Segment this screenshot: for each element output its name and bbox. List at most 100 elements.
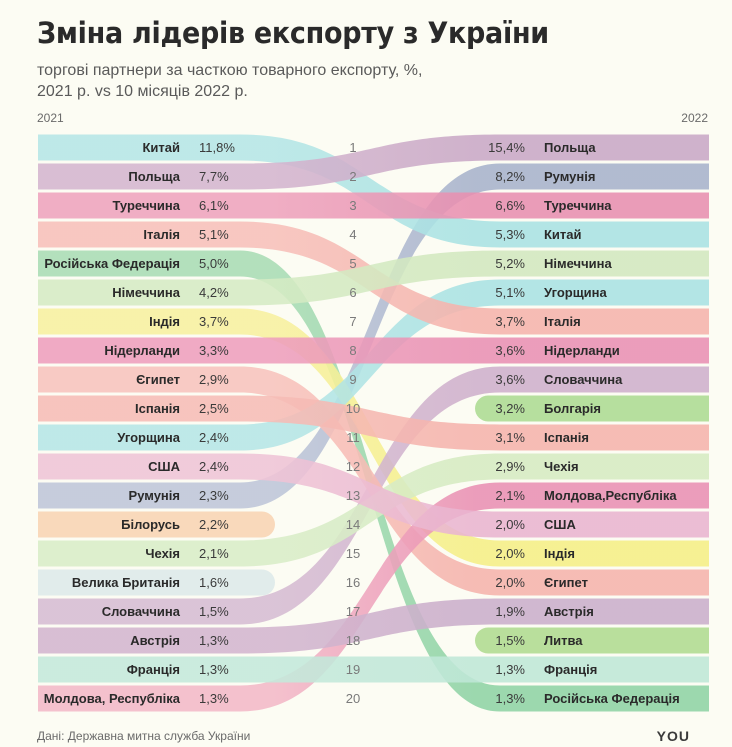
right-value-17: 1,9%	[495, 604, 525, 619]
right-value-5: 5,2%	[495, 256, 525, 271]
subtitle-line-1: торгові партнери за часткою товарного ек…	[37, 62, 423, 79]
right-country-17: Австрія	[544, 604, 594, 619]
left-value-15: 2,1%	[199, 546, 229, 561]
right-country-14: США	[544, 517, 576, 532]
rank-number-14: 14	[346, 517, 360, 532]
flow-ribbon-11-to-6	[38, 279, 709, 451]
right-country-4: Китай	[544, 227, 582, 242]
right-value-15: 2,0%	[495, 546, 525, 561]
left-country-18: Австрія	[130, 633, 180, 648]
left-country-19: Франція	[127, 662, 180, 677]
left-value-20: 1,3%	[199, 691, 229, 706]
flow-ribbon-7-to-15	[38, 308, 709, 567]
rank-number-20: 20	[346, 691, 360, 706]
right-value-3: 6,6%	[495, 198, 525, 213]
left-value-11: 2,4%	[199, 430, 229, 445]
left-country-6: Німеччина	[112, 285, 180, 300]
flow-ribbon-13-to-2	[38, 163, 709, 509]
left-country-9: Єгипет	[136, 372, 180, 387]
rank-number-5: 5	[349, 256, 356, 271]
rank-number-9: 9	[349, 372, 356, 387]
right-value-10: 3,2%	[495, 401, 525, 416]
left-value-1: 11,8%	[199, 140, 235, 155]
right-country-13: Молдова,Республіка	[544, 488, 677, 503]
left-country-5: Російська Федерація	[44, 256, 180, 271]
right-value-13: 2,1%	[495, 488, 525, 503]
right-country-5: Німеччина	[544, 256, 612, 271]
left-value-4: 5,1%	[199, 227, 229, 242]
left-value-3: 6,1%	[199, 198, 229, 213]
left-value-16: 1,6%	[199, 575, 229, 590]
rank-number-4: 4	[349, 227, 356, 242]
rank-number-11: 11	[346, 430, 360, 445]
right-value-19: 1,3%	[495, 662, 525, 677]
right-country-10: Болгарія	[544, 401, 601, 416]
flow-ribbon-2-to-1	[38, 134, 709, 190]
rank-number-10: 10	[346, 401, 360, 416]
right-value-7: 3,7%	[495, 314, 525, 329]
rank-number-17: 17	[346, 604, 360, 619]
right-country-3: Туреччина	[544, 198, 612, 213]
right-value-16: 2,0%	[495, 575, 525, 590]
right-value-18: 1,5%	[495, 633, 525, 648]
rank-number-18: 18	[346, 633, 360, 648]
brand-logo: YOU	[656, 728, 690, 744]
chart-labels: Китай 11,8% Польща 7,7% Туреччина 6,1% Італія 5…	[44, 140, 680, 706]
right-value-14: 2,0%	[495, 517, 525, 532]
left-value-7: 3,7%	[199, 314, 229, 329]
chart-subtitle: торгові партнери за часткою товарного ек…	[37, 60, 637, 102]
rank-number-15: 15	[346, 546, 360, 561]
rank-number-1: 1	[349, 140, 356, 155]
right-stub-18	[475, 627, 709, 654]
right-value-1: 15,4%	[488, 140, 525, 155]
flow-ribbon-8-to-8	[38, 337, 709, 364]
left-country-20: Молдова, Республіка	[44, 691, 181, 706]
flow-ribbon-18-to-17	[38, 598, 709, 654]
right-value-2: 8,2%	[495, 169, 525, 184]
source-note: Дані: Державна митна служба України	[37, 729, 251, 743]
left-country-12: США	[148, 459, 180, 474]
right-value-11: 3,1%	[495, 430, 525, 445]
flow-ribbon-6-to-5	[38, 250, 709, 306]
left-value-2: 7,7%	[199, 169, 229, 184]
flow-ribbon-19-to-19	[38, 656, 709, 683]
left-value-6: 4,2%	[199, 285, 229, 300]
left-country-7: Індія	[149, 314, 180, 329]
flow-ribbon-3-to-3	[38, 192, 709, 219]
right-value-8: 3,6%	[495, 343, 525, 358]
right-value-4: 5,3%	[495, 227, 525, 242]
left-value-12: 2,4%	[199, 459, 229, 474]
rank-number-2: 2	[349, 169, 356, 184]
rank-number-6: 6	[349, 285, 356, 300]
left-country-3: Туреччина	[112, 198, 180, 213]
flow-ribbon-1-to-4	[38, 134, 709, 248]
right-country-15: Індія	[544, 546, 575, 561]
right-value-20: 1,3%	[495, 691, 525, 706]
flow-ribbon-10-to-11	[38, 395, 709, 451]
right-country-7: Італія	[544, 314, 581, 329]
left-country-4: Італія	[143, 227, 180, 242]
left-country-14: Білорусь	[121, 517, 180, 532]
rank-number-7: 7	[349, 314, 356, 329]
right-country-11: Іспанія	[544, 430, 589, 445]
left-stub-14	[38, 511, 275, 538]
left-country-1: Китай	[142, 140, 180, 155]
subtitle-line-2: 2021 р. vs 10 місяців 2022 р.	[37, 83, 248, 100]
left-value-5: 5,0%	[199, 256, 229, 271]
rank-number-3: 3	[349, 198, 356, 213]
left-country-13: Румунія	[129, 488, 180, 503]
right-country-8: Нідерланди	[544, 343, 620, 358]
right-value-6: 5,1%	[495, 285, 525, 300]
left-country-8: Нідерланди	[104, 343, 180, 358]
rank-number-8: 8	[349, 343, 356, 358]
left-country-11: Угорщина	[117, 430, 181, 445]
left-value-9: 2,9%	[199, 372, 229, 387]
flow-ribbon-9-to-16	[38, 366, 709, 596]
left-country-2: Польща	[128, 169, 180, 184]
left-country-17: Словаччина	[102, 604, 181, 619]
right-country-6: Угорщина	[544, 285, 608, 300]
left-value-14: 2,2%	[199, 517, 229, 532]
year-label-right: 2022	[681, 111, 708, 125]
right-country-2: Румунія	[544, 169, 595, 184]
